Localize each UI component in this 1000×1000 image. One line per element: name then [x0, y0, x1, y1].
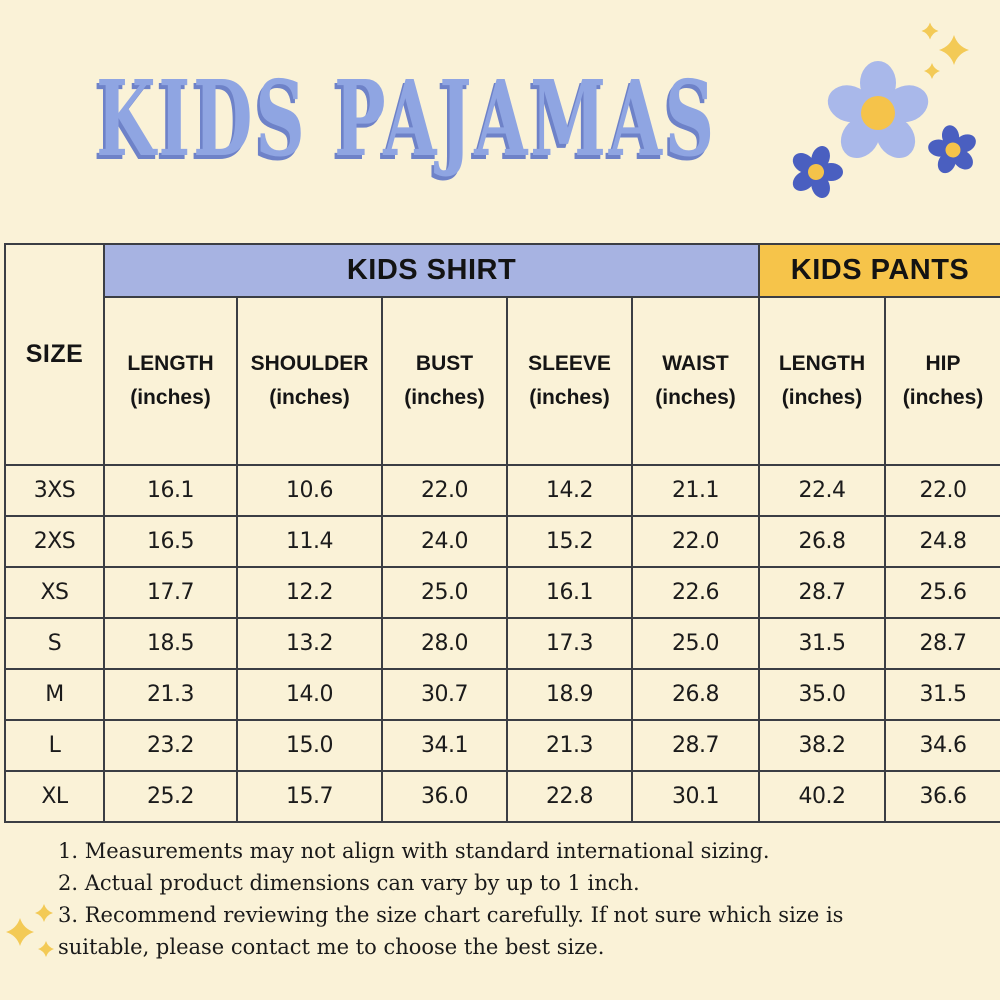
size-cell: XL	[4, 770, 105, 823]
measurement-cell: 30.7	[381, 668, 508, 721]
measurement-cell: 14.0	[236, 668, 383, 721]
size-cell: M	[4, 668, 105, 721]
measurement-cell: 34.1	[381, 719, 508, 772]
size-column-header: SIZE	[4, 243, 105, 466]
column-header-row: LENGTH (inches) SHOULDER (inches) BUST (inc…	[5, 296, 1000, 466]
measurement-cell: 21.3	[103, 668, 238, 721]
measurement-cell: 15.0	[236, 719, 383, 772]
column-header-bust: BUST (inches)	[381, 296, 508, 466]
measurement-cell: 18.5	[103, 617, 238, 670]
large-flower-icon	[827, 61, 929, 158]
measurement-cell: 10.6	[236, 464, 383, 517]
measurement-cell: 23.2	[103, 719, 238, 772]
small-flower-icon	[792, 145, 843, 199]
measurement-cell: 36.6	[884, 770, 1000, 823]
footnotes: 1. Measurements may not align with stand…	[58, 835, 938, 963]
group-header-row: SIZE KIDS SHIRT KIDS PANTS	[4, 243, 1000, 466]
table-row-xl: XL 25.2 15.7 36.0 22.8 30.1 40.2 36.6	[4, 770, 1000, 823]
column-header-pants-length: LENGTH (inches)	[758, 296, 887, 466]
sparkle-icon	[921, 22, 969, 79]
measurement-cell: 25.6	[884, 566, 1000, 619]
column-header-waist: WAIST (inches)	[630, 296, 761, 466]
measurement-cell: 17.7	[103, 566, 238, 619]
size-cell: 2XS	[4, 515, 105, 568]
measurement-cell: 31.5	[884, 668, 1000, 721]
measurement-cell: 28.0	[381, 617, 508, 670]
measurement-cell: 22.4	[758, 464, 887, 517]
measurement-cell: 26.8	[630, 668, 761, 721]
measurement-cell: 34.6	[884, 719, 1000, 772]
page-title: KIDS PAJAMAS	[96, 57, 717, 180]
measurement-cell: 24.8	[884, 515, 1000, 568]
sparkle-decoration	[6, 904, 54, 957]
measurement-cell: 15.7	[236, 770, 383, 823]
column-header-shirt-length: LENGTH (inches)	[103, 296, 238, 466]
measurement-cell: 22.0	[884, 464, 1000, 517]
footnote-1: 1. Measurements may not align with stand…	[58, 839, 770, 863]
footnote-2: 2. Actual product dimensions can vary by…	[58, 871, 640, 895]
measurement-cell: 28.7	[630, 719, 761, 772]
measurement-cell: 21.1	[630, 464, 761, 517]
measurement-cell: 22.0	[381, 464, 508, 517]
measurement-cell: 12.2	[236, 566, 383, 619]
size-chart-table: SIZE KIDS SHIRT KIDS PANTS LENGTH (inches…	[4, 243, 1000, 823]
table-row-2xs: 2XS 16.5 11.4 24.0 15.2 22.0 26.8 24.8	[4, 515, 1000, 568]
measurement-cell: 16.1	[103, 464, 238, 517]
table-row-m: M 21.3 14.0 30.7 18.9 26.8 35.0 31.5	[4, 668, 1000, 721]
size-cell: S	[4, 617, 105, 670]
size-cell: XS	[4, 566, 105, 619]
measurement-cell: 30.1	[630, 770, 761, 823]
size-cell: 3XS	[4, 464, 105, 517]
measurement-cell: 36.0	[381, 770, 508, 823]
sparkle-icon	[6, 904, 54, 957]
measurement-cell: 21.3	[506, 719, 633, 772]
measurement-cell: 25.0	[630, 617, 761, 670]
measurement-cell: 22.6	[630, 566, 761, 619]
measurement-cell: 15.2	[506, 515, 633, 568]
footnote-3: 3. Recommend reviewing the size chart ca…	[58, 903, 844, 959]
measurement-cell: 28.7	[758, 566, 887, 619]
measurement-cell: 25.0	[381, 566, 508, 619]
measurement-cell: 17.3	[506, 617, 633, 670]
measurement-cell: 11.4	[236, 515, 383, 568]
measurement-cell: 16.1	[506, 566, 633, 619]
kids-shirt-group-header: KIDS SHIRT	[102, 243, 761, 298]
table-row-l: L 23.2 15.0 34.1 21.3 28.7 38.2 34.6	[4, 719, 1000, 772]
column-header-hip: HIP (inches)	[884, 296, 1000, 466]
measurement-cell: 40.2	[758, 770, 887, 823]
measurement-cell: 31.5	[758, 617, 887, 670]
measurement-cell: 25.2	[103, 770, 238, 823]
table-row-s: S 18.5 13.2 28.0 17.3 25.0 31.5 28.7	[4, 617, 1000, 670]
measurement-cell: 26.8	[758, 515, 887, 568]
measurement-cell: 28.7	[884, 617, 1000, 670]
measurement-cell: 35.0	[758, 668, 887, 721]
measurement-cell: 13.2	[236, 617, 383, 670]
table-row-xs: XS 17.7 12.2 25.0 16.1 22.6 28.7 25.6	[4, 566, 1000, 619]
measurement-cell: 18.9	[506, 668, 633, 721]
measurement-cell: 24.0	[381, 515, 508, 568]
column-header-shoulder: SHOULDER (inches)	[236, 296, 383, 466]
flower-decoration	[792, 22, 976, 199]
kids-pants-group-header: KIDS PANTS	[758, 243, 1000, 298]
measurement-cell: 14.2	[506, 464, 633, 517]
measurement-cell: 22.0	[630, 515, 761, 568]
measurement-cell: 16.5	[103, 515, 238, 568]
column-header-sleeve: SLEEVE (inches)	[506, 296, 633, 466]
table-row-3xs: 3XS 16.1 10.6 22.0 14.2 21.1 22.4 22.0	[4, 464, 1000, 517]
small-flower-icon	[928, 125, 976, 174]
measurement-cell: 38.2	[758, 719, 887, 772]
size-cell: L	[4, 719, 105, 772]
measurement-cell: 22.8	[506, 770, 633, 823]
